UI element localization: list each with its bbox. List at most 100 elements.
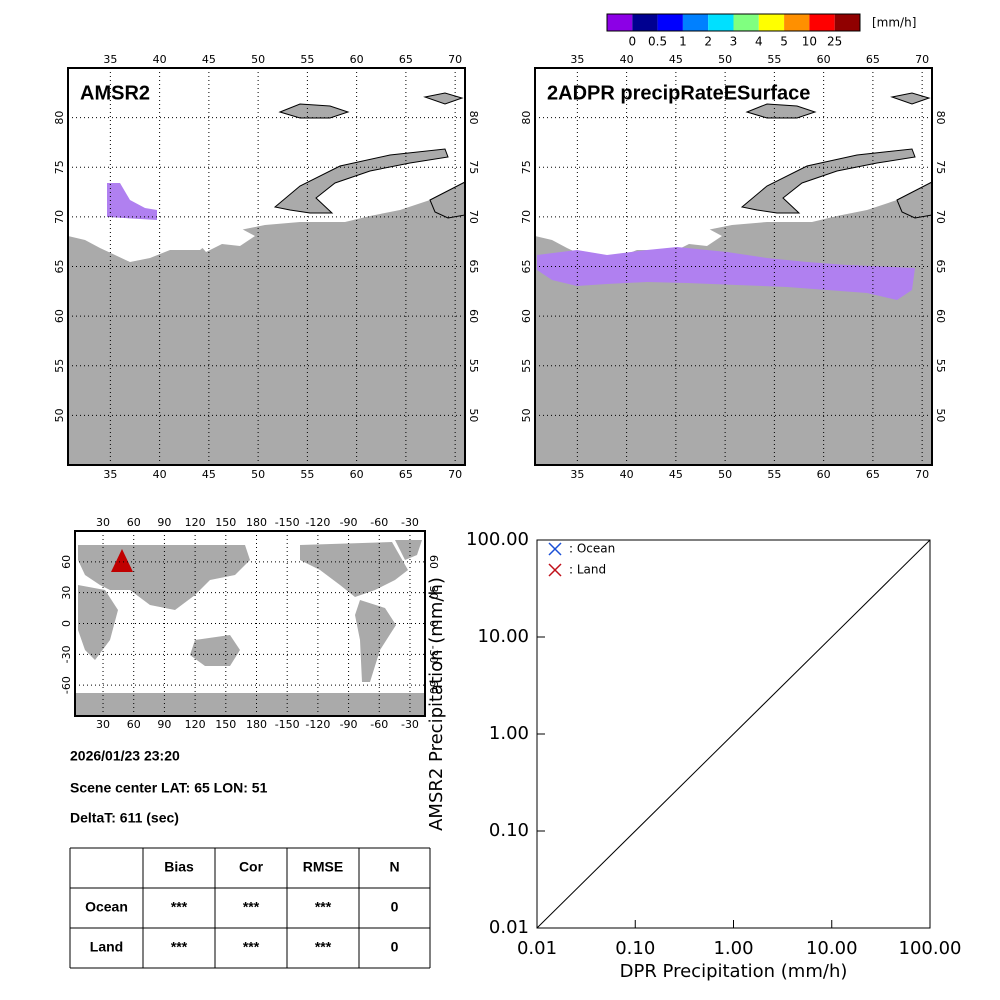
y-tick-label: 50 — [53, 408, 66, 422]
colorbar-label: 2 — [704, 35, 712, 49]
x-tick-label: 45 — [202, 53, 216, 66]
x-tick-label: -120 — [305, 718, 330, 731]
x-tick-label: 90 — [157, 516, 171, 529]
x-tick-label: 120 — [185, 718, 206, 731]
globe-land — [75, 531, 425, 716]
y-tick-label: 75 — [934, 160, 947, 174]
x-tick-label: 0.01 — [517, 938, 557, 959]
x-tick-label: 55 — [767, 53, 781, 66]
y-tick-label: 80 — [520, 111, 533, 125]
colorbar-cell — [834, 14, 860, 31]
y-tick-label: -30 — [427, 645, 440, 663]
x-tick-label: 65 — [399, 53, 413, 66]
x-tick-label: -90 — [340, 718, 358, 731]
table-cell: *** — [315, 899, 332, 915]
table-cell: *** — [315, 939, 332, 955]
y-tick-label: 0 — [60, 620, 73, 627]
x-tick-label: 0.10 — [615, 938, 655, 959]
map-frame — [534, 67, 933, 466]
table-cell: 0 — [391, 899, 399, 915]
colorbar-cell — [758, 14, 785, 31]
x-tick-label: 55 — [300, 468, 314, 481]
y-tick-label: 55 — [520, 359, 533, 373]
x-tick-label: 45 — [669, 468, 683, 481]
y-tick-label: 70 — [520, 210, 533, 224]
info-text: 2026/01/23 23:20 — [70, 748, 180, 764]
legend-label: : Ocean — [569, 542, 615, 556]
y-tick-label: 0.10 — [489, 820, 529, 841]
y-tick-label: 70 — [53, 210, 66, 224]
legend-marker — [548, 542, 562, 556]
x-tick-label: 150 — [215, 718, 236, 731]
table-header: RMSE — [303, 859, 343, 875]
colorbar-cell — [632, 14, 658, 31]
table-header: N — [389, 859, 399, 875]
colorbar-label: 25 — [827, 35, 842, 49]
map-title: AMSR2 — [80, 82, 150, 104]
y-tick-label: 55 — [934, 359, 947, 373]
x-tick-label: 120 — [185, 516, 206, 529]
colorbar-cell — [784, 14, 810, 31]
x-tick-label: 40 — [620, 53, 634, 66]
y-tick-label: 60 — [60, 555, 73, 569]
colorbar-label: 10 — [802, 35, 817, 49]
legend-marker — [548, 563, 562, 577]
x-tick-label: 50 — [251, 53, 265, 66]
colorbar-unit: [mm/h] — [872, 16, 916, 30]
colorbar-label: 1 — [679, 35, 687, 49]
table-cell: *** — [243, 899, 260, 915]
x-tick-label: 70 — [915, 468, 929, 481]
map-frame — [67, 67, 466, 466]
x-axis-label: DPR Precipitation (mm/h) — [620, 961, 848, 982]
colorbar-label: 4 — [755, 35, 763, 49]
x-tick-label: 30 — [96, 718, 110, 731]
y-tick-label: 55 — [53, 359, 66, 373]
y-tick-label: 30 — [427, 586, 440, 600]
y-tick-label: 0.01 — [489, 917, 529, 938]
x-tick-label: 50 — [718, 468, 732, 481]
globe-frame — [74, 530, 426, 717]
x-tick-label: -30 — [401, 516, 419, 529]
x-tick-label: 60 — [817, 53, 831, 66]
x-tick-label: -60 — [370, 718, 388, 731]
x-tick-label: 60 — [817, 468, 831, 481]
x-tick-label: 45 — [669, 53, 683, 66]
colorbar-cell — [607, 14, 633, 31]
y-tick-label: 65 — [53, 260, 66, 274]
one-to-one-line — [536, 539, 931, 929]
x-tick-label: 70 — [448, 468, 462, 481]
y-tick-label: 65 — [467, 260, 480, 274]
y-tick-label: 60 — [53, 309, 66, 323]
colorbar-cell — [809, 14, 835, 31]
y-tick-label: 80 — [467, 111, 480, 125]
y-tick-label: 50 — [520, 408, 533, 422]
table-cell: 0 — [391, 939, 399, 955]
map-left — [67, 67, 466, 466]
table-row-label: Land — [90, 939, 123, 955]
scene-marker — [111, 549, 133, 572]
x-tick-label: 65 — [866, 468, 880, 481]
x-tick-label: 35 — [103, 53, 117, 66]
precip-area — [107, 183, 157, 220]
y-tick-label: 80 — [934, 111, 947, 125]
table-row-label: Ocean — [85, 899, 128, 915]
colorbar-frame — [606, 13, 861, 32]
x-tick-label: -30 — [401, 718, 419, 731]
x-tick-label: 70 — [448, 53, 462, 66]
table-cell: *** — [171, 899, 188, 915]
table-header: Bias — [164, 859, 194, 875]
y-tick-label: 80 — [53, 111, 66, 125]
y-tick-label: -60 — [60, 676, 73, 694]
x-tick-label: 65 — [866, 53, 880, 66]
y-tick-label: 50 — [934, 408, 947, 422]
y-tick-label: 70 — [934, 210, 947, 224]
x-tick-label: 70 — [915, 53, 929, 66]
x-tick-label: 65 — [399, 468, 413, 481]
x-tick-label: 150 — [215, 516, 236, 529]
x-tick-label: -90 — [340, 516, 358, 529]
x-tick-label: 40 — [153, 53, 167, 66]
info-text: Scene center LAT: 65 LON: 51 — [70, 780, 268, 796]
table-header: Cor — [239, 859, 264, 875]
y-tick-label: 0 — [427, 620, 440, 627]
